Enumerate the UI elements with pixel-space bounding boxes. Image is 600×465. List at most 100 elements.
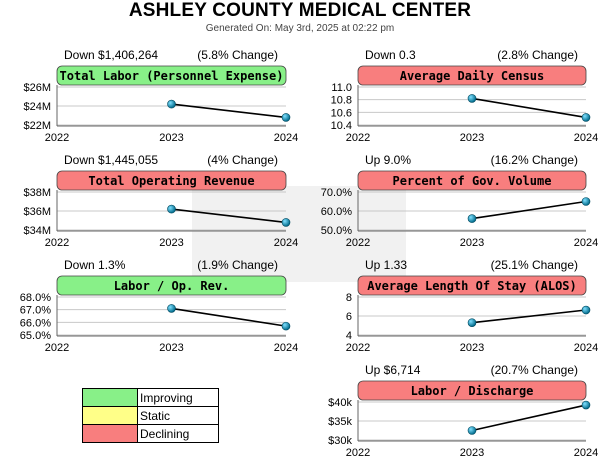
chart-average-length-of-stay-alos: Up 1.33 (25.1% Change) Average Length Of S… <box>346 258 598 354</box>
chart-title: Total Operating Revenue <box>88 174 254 188</box>
y-tick-label: 67.0% <box>20 305 51 317</box>
y-tick-label: 6 <box>346 311 352 323</box>
x-tick-label: 2023 <box>159 132 183 144</box>
series-line <box>471 309 587 324</box>
y-tick-label: 66.0% <box>20 317 51 329</box>
change-label: Down $1,406,264 <box>64 48 158 62</box>
x-tick-label: 2024 <box>274 342 298 354</box>
chart-title-box <box>56 65 287 86</box>
data-point <box>167 204 176 214</box>
x-tick-label: 2024 <box>574 132 598 144</box>
pct-change-label: (20.7% Change) <box>491 363 578 377</box>
x-tick-label: 2023 <box>159 342 183 354</box>
x-tick-label: 2022 <box>346 237 370 249</box>
status-legend: Improving Static Declining <box>82 388 219 443</box>
chart-title-box <box>56 275 287 296</box>
y-tick-label: 8 <box>346 292 352 304</box>
x-tick-label: 2022 <box>45 342 69 354</box>
x-tick-label: 2023 <box>460 132 484 144</box>
chart-percent-of-gov-volume: Up 9.0% (16.2% Change) Percent of Gov. Vol… <box>321 153 598 249</box>
chart-title: Average Daily Census <box>400 69 545 83</box>
change-label: Up 9.0% <box>365 153 411 167</box>
generated-timestamp: Generated On: May 3rd, 2025 at 02:22 pm <box>205 23 395 34</box>
x-tick-label: 2024 <box>274 237 298 249</box>
y-tick-label: $40k <box>328 397 352 409</box>
chart-title: Labor / Discharge <box>411 384 534 398</box>
legend-label-improving: Improving <box>137 388 219 407</box>
y-tick-label: $36M <box>23 206 51 218</box>
y-tick-label: 10.4 <box>331 120 352 132</box>
data-point <box>467 318 477 327</box>
y-tick-label: $38M <box>23 187 51 199</box>
legend-row-static: Static <box>82 406 219 425</box>
series-line <box>171 103 287 119</box>
x-tick-label: 2024 <box>574 342 598 354</box>
chart-labor-discharge: Up $6,714 (20.7% Change) Labor / Discharge… <box>328 363 598 459</box>
chart-title-box <box>56 170 287 191</box>
legend-label-declining: Declining <box>137 424 219 443</box>
x-tick-label: 2022 <box>45 237 69 249</box>
data-point <box>581 400 591 410</box>
y-tick-label: 60.0% <box>321 206 352 218</box>
x-tick-label: 2022 <box>45 132 69 144</box>
pct-change-label: (25.1% Change) <box>491 258 578 272</box>
y-tick-label: $34M <box>23 225 51 237</box>
chart-total-operating-revenue: Down $1,445,055 (4% Change) Total Operatin… <box>23 153 298 249</box>
chart-average-daily-census: Down 0.3 (2.8% Change) Average Daily Censu… <box>331 48 599 144</box>
data-point <box>281 321 291 331</box>
y-tick-label: $35k <box>328 416 352 428</box>
pct-change-label: (16.2% Change) <box>491 153 578 167</box>
data-point <box>281 113 291 122</box>
y-tick-label: $22M <box>23 120 51 132</box>
chart-title: Total Labor (Personnel Expense) <box>60 69 284 83</box>
pct-change-label: (1.9% Change) <box>197 258 278 272</box>
pct-change-label: (2.8% Change) <box>497 48 578 62</box>
y-tick-label: $24M <box>23 101 51 113</box>
chart-title: Labor / Op. Rev. <box>114 279 230 293</box>
series-line <box>171 307 287 327</box>
change-label: Up 1.33 <box>365 258 407 272</box>
chart-title: Percent of Gov. Volume <box>393 174 552 188</box>
series-line <box>171 208 287 224</box>
data-point <box>581 305 591 315</box>
pct-change-label: (4% Change) <box>207 153 278 167</box>
y-tick-label: 65.0% <box>20 330 51 342</box>
y-tick-label: 4 <box>346 330 352 342</box>
data-point <box>467 94 477 103</box>
data-point <box>167 304 176 313</box>
page-title: ASHLEY COUNTY MEDICAL CENTER <box>128 0 472 21</box>
chart-title-box <box>357 170 587 191</box>
y-tick-label: 11.0 <box>331 82 352 94</box>
change-label: Down 1.3% <box>64 258 126 272</box>
x-tick-label: 2023 <box>460 447 484 459</box>
data-point <box>581 197 591 206</box>
chart-total-labor-personnel-expense: Down $1,406,264 (5.8% Change) Total Labor … <box>23 48 298 144</box>
x-tick-label: 2024 <box>274 132 298 144</box>
legend-label-static: Static <box>137 406 219 425</box>
y-tick-label: 50.0% <box>321 225 352 237</box>
y-tick-label: 10.8 <box>331 95 352 107</box>
legend-swatch-declining <box>82 424 138 443</box>
x-tick-label: 2022 <box>346 342 370 354</box>
y-tick-label: 68.0% <box>20 292 51 304</box>
chart-title-box <box>357 65 587 86</box>
pct-change-label: (5.8% Change) <box>197 48 278 62</box>
watermark-logo <box>192 186 406 282</box>
x-tick-label: 2023 <box>460 237 484 249</box>
x-tick-label: 2024 <box>574 447 598 459</box>
series-line <box>471 404 587 432</box>
x-tick-label: 2022 <box>346 132 370 144</box>
data-point <box>581 113 591 122</box>
change-label: Down 0.3 <box>365 48 416 62</box>
y-tick-label: 70.0% <box>321 187 352 199</box>
chart-title: Average Length Of Stay (ALOS) <box>367 279 577 293</box>
y-tick-label: $26M <box>23 82 51 94</box>
x-tick-label: 2022 <box>346 447 370 459</box>
y-tick-label: $30k <box>328 435 352 447</box>
change-label: Down $1,445,055 <box>64 153 158 167</box>
chart-title-box <box>357 275 587 296</box>
x-tick-label: 2024 <box>574 237 598 249</box>
legend-swatch-improving <box>82 388 138 407</box>
legend-row-declining: Declining <box>82 424 219 443</box>
